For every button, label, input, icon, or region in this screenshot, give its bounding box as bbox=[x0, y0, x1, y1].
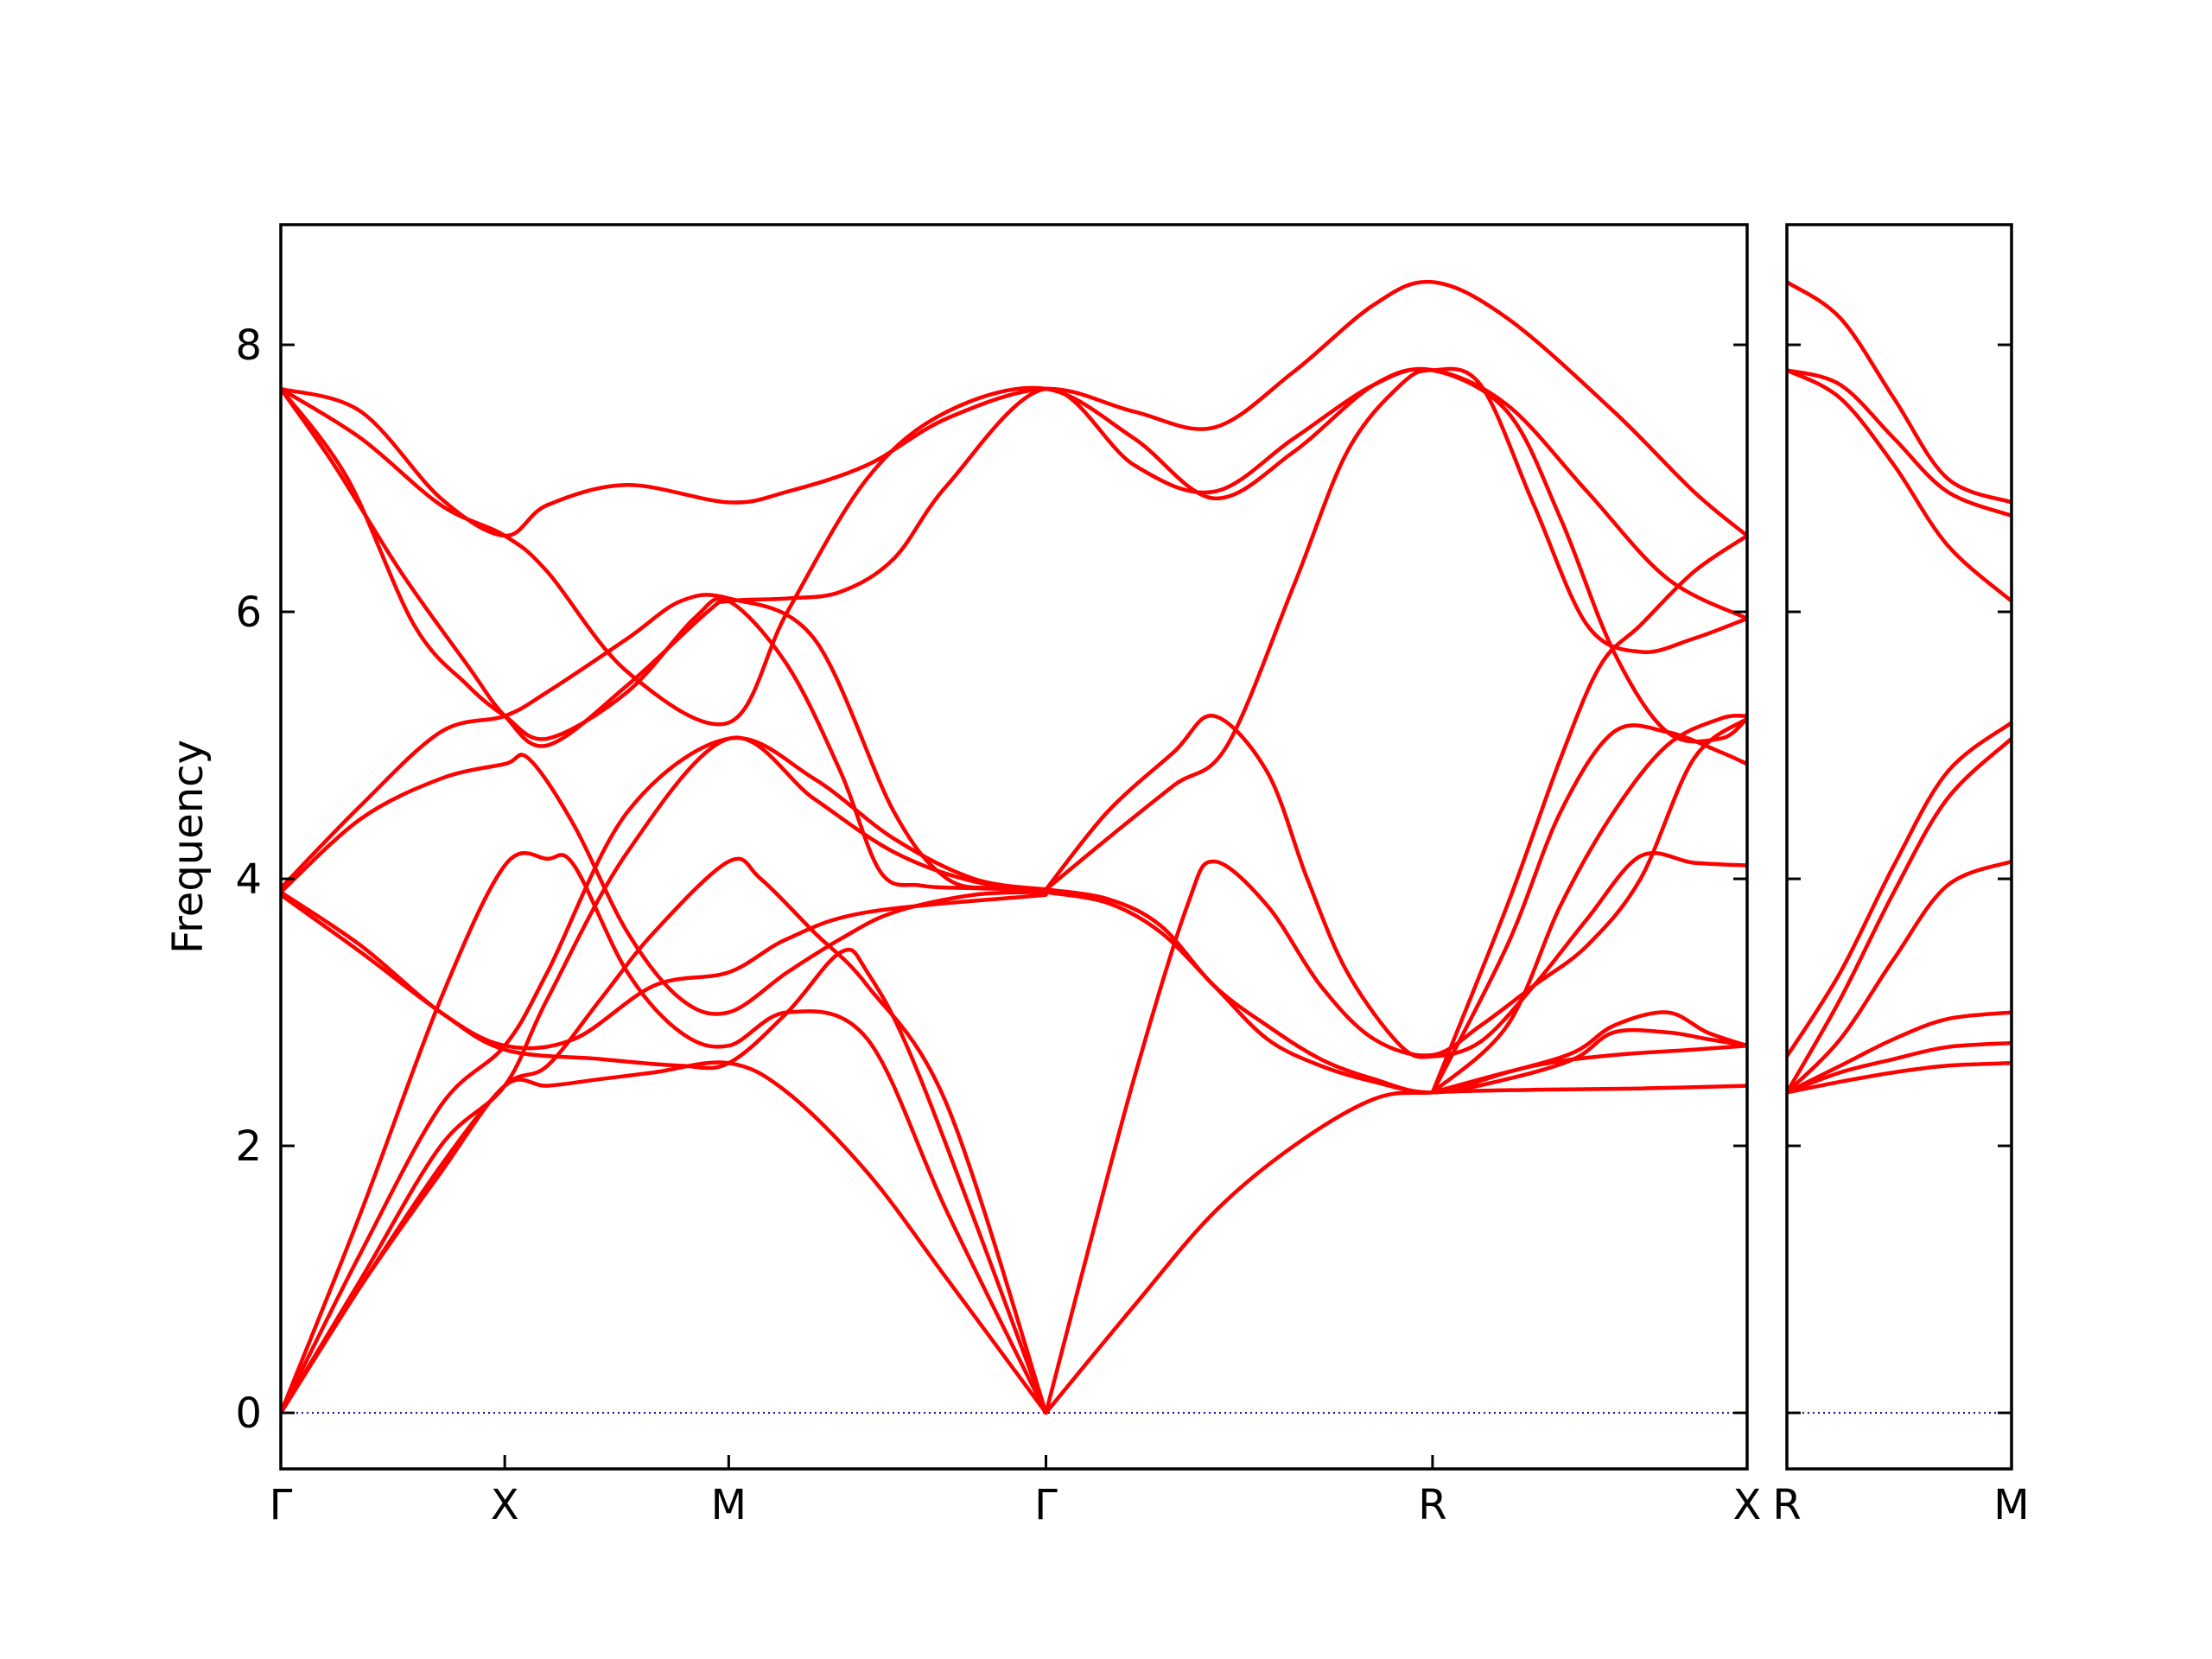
band-line-22 bbox=[1430, 533, 1747, 1095]
y-tick-label: 0 bbox=[235, 1389, 262, 1438]
band-line-2 bbox=[281, 366, 1747, 727]
band-line-5 bbox=[1787, 736, 2012, 1095]
band-line-8 bbox=[1787, 1040, 2012, 1095]
x-tick-label: R bbox=[1418, 1481, 1446, 1529]
y-tick-label: 2 bbox=[235, 1122, 262, 1171]
axes-frame bbox=[279, 223, 1749, 1471]
band-line-1 bbox=[1787, 280, 2012, 505]
y-axis-label: Frequency bbox=[164, 740, 213, 954]
y-tick-label: 6 bbox=[235, 588, 262, 637]
band-line-7 bbox=[281, 890, 1048, 1051]
x-tick-label: Γ bbox=[1034, 1481, 1058, 1529]
x-tick-label: M bbox=[1993, 1481, 2029, 1529]
axes-frame bbox=[1785, 223, 2013, 1471]
band-line-12 bbox=[281, 735, 1048, 1415]
band-line-13 bbox=[281, 735, 1048, 1415]
y-tick-label: 8 bbox=[235, 321, 262, 370]
band-line-3 bbox=[1787, 368, 2012, 603]
band-line-15 bbox=[1044, 714, 1747, 1059]
band-line-11 bbox=[281, 856, 1048, 1415]
x-tick-label: X bbox=[1733, 1481, 1762, 1529]
band-line-23 bbox=[1430, 1043, 1747, 1095]
band-line-17 bbox=[1044, 890, 1747, 1095]
band-line-21 bbox=[1430, 713, 1747, 1095]
band-line-7 bbox=[1787, 1010, 2012, 1095]
band-line-4 bbox=[1787, 721, 2012, 1058]
x-tick-label: Γ bbox=[270, 1481, 293, 1529]
y-tick-label: 4 bbox=[235, 855, 262, 904]
band-line-18 bbox=[1044, 716, 1747, 1415]
band-line-1 bbox=[281, 279, 1747, 538]
band-line-3 bbox=[281, 366, 1747, 748]
band-line-2 bbox=[1787, 368, 2012, 518]
band-line-10 bbox=[281, 1060, 1048, 1415]
band-line-6 bbox=[1787, 859, 2012, 1095]
band-line-16 bbox=[1044, 887, 1747, 1095]
band-line-4 bbox=[281, 386, 1048, 892]
band-line-14 bbox=[1044, 366, 1747, 892]
x-tick-label: X bbox=[491, 1481, 519, 1529]
band-line-5 bbox=[281, 593, 1048, 892]
band-line-20 bbox=[1430, 723, 1747, 1095]
x-tick-label: R bbox=[1772, 1481, 1801, 1529]
x-tick-label: M bbox=[711, 1481, 747, 1529]
band-line-19 bbox=[1044, 1084, 1747, 1415]
band-line-9 bbox=[281, 851, 1048, 1415]
main-band-panel: 0 2 4 6 8 Γ X M Γ R X bbox=[235, 223, 1762, 1529]
band-line-9 bbox=[1787, 1061, 2012, 1095]
